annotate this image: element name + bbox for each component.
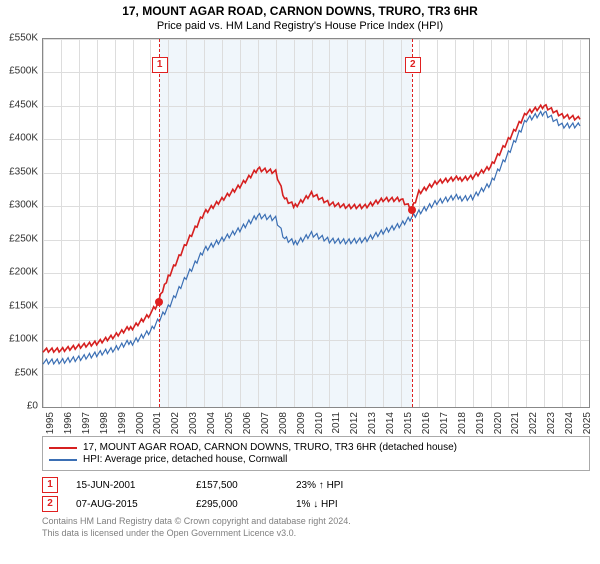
- event-num-1: 1: [42, 477, 58, 493]
- event-dot-1: [155, 298, 163, 306]
- line-series-svg: [43, 39, 589, 407]
- y-axis-label: £350K: [9, 166, 38, 177]
- legend-item-hpi: HPI: Average price, detached house, Corn…: [49, 454, 583, 465]
- x-axis-label: 2003: [188, 412, 199, 434]
- x-axis-label: 2001: [152, 412, 163, 434]
- chart-title: 17, MOUNT AGAR ROAD, CARNON DOWNS, TRURO…: [0, 4, 600, 18]
- event-delta-2: 1% ↓ HPI: [296, 499, 396, 510]
- legend-swatch-hpi: [49, 459, 77, 461]
- x-axis-label: 2010: [314, 412, 325, 434]
- event-delta-1: 23% ↑ HPI: [296, 480, 396, 491]
- y-axis-label: £400K: [9, 133, 38, 144]
- chart-area: 12 £0£50K£100K£150K£200K£250K£300K£350K£…: [42, 38, 590, 408]
- x-axis-label: 2024: [564, 412, 575, 434]
- x-axis-label: 1999: [117, 412, 128, 434]
- x-axis-label: 2023: [546, 412, 557, 434]
- event-dot-2: [408, 206, 416, 214]
- y-axis-label: £0: [27, 401, 38, 412]
- series-line-property: [43, 105, 580, 352]
- x-axis-label: 2006: [242, 412, 253, 434]
- x-axis-label: 2021: [510, 412, 521, 434]
- x-axis-label: 2004: [206, 412, 217, 434]
- event-marker-2: 2: [405, 57, 421, 73]
- legend-swatch-property: [49, 447, 77, 449]
- legend-label-hpi: HPI: Average price, detached house, Corn…: [83, 454, 287, 465]
- x-axis-label: 1997: [81, 412, 92, 434]
- x-axis-label: 2002: [170, 412, 181, 434]
- event-price-2: £295,000: [196, 499, 296, 510]
- chart-container: 17, MOUNT AGAR ROAD, CARNON DOWNS, TRURO…: [0, 4, 600, 564]
- legend-item-property: 17, MOUNT AGAR ROAD, CARNON DOWNS, TRURO…: [49, 442, 583, 453]
- y-axis-label: £250K: [9, 233, 38, 244]
- event-date-1: 15-JUN-2001: [76, 480, 196, 491]
- footer-line-2: This data is licensed under the Open Gov…: [42, 528, 590, 540]
- event-num-2: 2: [42, 496, 58, 512]
- x-axis-label: 2017: [439, 412, 450, 434]
- y-axis-label: £50K: [15, 367, 38, 378]
- y-axis-label: £200K: [9, 267, 38, 278]
- x-axis-label: 2018: [457, 412, 468, 434]
- x-axis-label: 2025: [582, 412, 593, 434]
- x-axis-label: 2009: [296, 412, 307, 434]
- event-row-2: 2 07-AUG-2015 £295,000 1% ↓ HPI: [42, 496, 590, 512]
- y-axis-label: £450K: [9, 99, 38, 110]
- event-date-2: 07-AUG-2015: [76, 499, 196, 510]
- x-axis-label: 2012: [349, 412, 360, 434]
- x-axis-label: 2019: [475, 412, 486, 434]
- legend-label-property: 17, MOUNT AGAR ROAD, CARNON DOWNS, TRURO…: [83, 442, 457, 453]
- footer: Contains HM Land Registry data © Crown c…: [42, 516, 590, 539]
- x-axis-label: 2016: [421, 412, 432, 434]
- event-row-1: 1 15-JUN-2001 £157,500 23% ↑ HPI: [42, 477, 590, 493]
- x-axis-label: 2007: [260, 412, 271, 434]
- x-axis-label: 2014: [385, 412, 396, 434]
- y-axis-label: £300K: [9, 200, 38, 211]
- x-axis-label: 2015: [403, 412, 414, 434]
- series-line-hpi: [43, 111, 580, 364]
- x-axis-label: 1998: [99, 412, 110, 434]
- x-axis-label: 2011: [331, 412, 342, 434]
- plot-region: 12: [42, 38, 590, 408]
- chart-subtitle: Price paid vs. HM Land Registry's House …: [0, 20, 600, 32]
- x-axis-label: 2020: [493, 412, 504, 434]
- x-axis-label: 1995: [45, 412, 56, 434]
- x-axis-label: 2005: [224, 412, 235, 434]
- events-table: 1 15-JUN-2001 £157,500 23% ↑ HPI 2 07-AU…: [42, 477, 590, 512]
- y-axis-label: £150K: [9, 300, 38, 311]
- x-axis-label: 2008: [278, 412, 289, 434]
- footer-line-1: Contains HM Land Registry data © Crown c…: [42, 516, 590, 528]
- x-axis-label: 1996: [63, 412, 74, 434]
- y-axis-label: £500K: [9, 66, 38, 77]
- x-axis-label: 2000: [135, 412, 146, 434]
- y-axis-label: £550K: [9, 33, 38, 44]
- y-axis-label: £100K: [9, 334, 38, 345]
- event-marker-1: 1: [152, 57, 168, 73]
- legend: 17, MOUNT AGAR ROAD, CARNON DOWNS, TRURO…: [42, 436, 590, 471]
- event-price-1: £157,500: [196, 480, 296, 491]
- x-axis-label: 2013: [367, 412, 378, 434]
- x-axis-label: 2022: [528, 412, 539, 434]
